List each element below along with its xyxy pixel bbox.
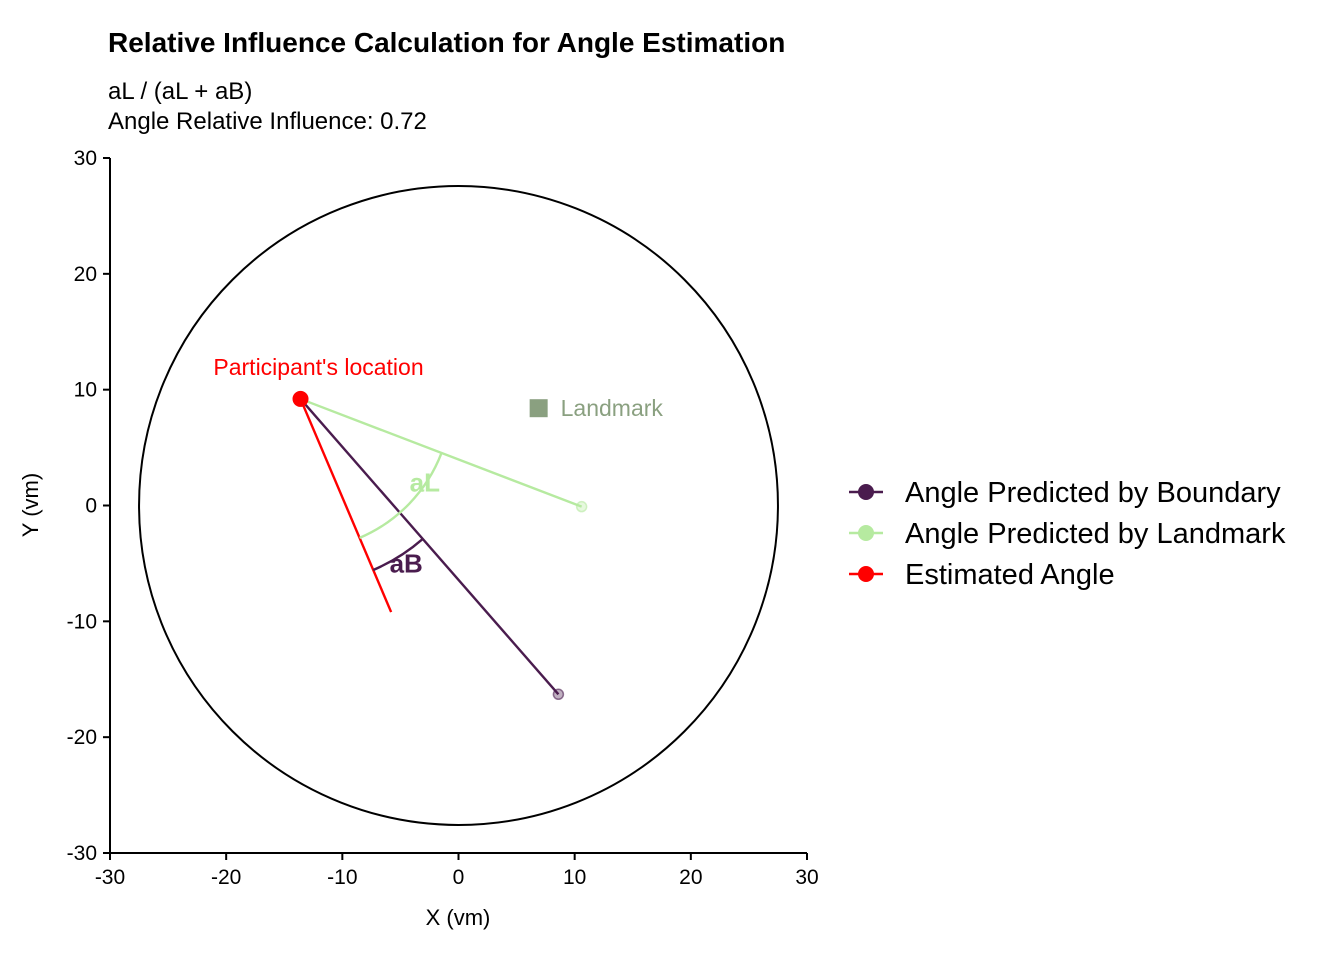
series-line-angle-predicted-by-landmark — [300, 397, 583, 508]
x-tick-label: -20 — [211, 866, 241, 889]
arc-label-ab: aB — [390, 549, 423, 579]
series-line-angle-predicted-by-boundary — [299, 398, 560, 696]
y-tick-label: 10 — [74, 379, 97, 402]
x-tick-label: -30 — [95, 866, 125, 889]
y-tick-label: 0 — [85, 495, 97, 518]
x-tick-label: -10 — [327, 866, 357, 889]
arc-label-al: aL — [410, 468, 440, 498]
arc-ab — [372, 538, 424, 572]
x-axis-title: X (vm) — [426, 905, 491, 930]
y-axis-title: Y (vm) — [18, 473, 43, 537]
legend-marker-angle-predicted-by-landmark — [858, 525, 874, 541]
legend-label-angle-predicted-by-boundary: Angle Predicted by Boundary — [905, 477, 1281, 509]
landmark-label: Landmark — [561, 395, 664, 421]
legend-marker-estimated-angle — [858, 566, 874, 582]
endpoint-angle-predicted-by-boundary — [552, 688, 565, 701]
arc-al — [359, 452, 443, 540]
series-line-estimated-angle — [299, 398, 393, 613]
chart-subtitle-formula: aL / (aL + aB) — [108, 78, 252, 105]
chart-title: Relative Influence Calculation for Angle… — [108, 27, 785, 58]
endpoint-angle-predicted-by-landmark — [575, 500, 588, 513]
x-tick-label: 30 — [795, 866, 818, 889]
plot-area: aL aB Landmark Participant's location — [138, 185, 779, 826]
legend-label-angle-predicted-by-landmark: Angle Predicted by Landmark — [905, 518, 1286, 550]
y-tick-label: 20 — [74, 263, 97, 286]
arena-boundary-circle — [138, 185, 779, 826]
y-tick-label: -30 — [67, 842, 97, 865]
y-tick-label: -20 — [67, 726, 97, 749]
y-tick-label: -10 — [67, 610, 97, 633]
x-tick-label: 0 — [453, 866, 465, 889]
x-tick-label: 20 — [679, 866, 702, 889]
x-tick-label: 10 — [563, 866, 586, 889]
axes: -30 -20 -10 0 10 20 30 -30 -20 -10 0 10 20 30 — [67, 147, 819, 889]
legend-label-estimated-angle: Estimated Angle — [905, 559, 1115, 591]
legend: Angle Predicted by Boundary Angle Predict… — [849, 477, 1286, 591]
y-tick-label: 30 — [74, 147, 97, 170]
participant-label: Participant's location — [213, 354, 423, 380]
participant-marker — [292, 390, 309, 407]
legend-marker-angle-predicted-by-boundary — [858, 484, 874, 500]
landmark-marker — [529, 399, 548, 418]
chart-subtitle-influence: Angle Relative Influence: 0.72 — [108, 108, 427, 135]
